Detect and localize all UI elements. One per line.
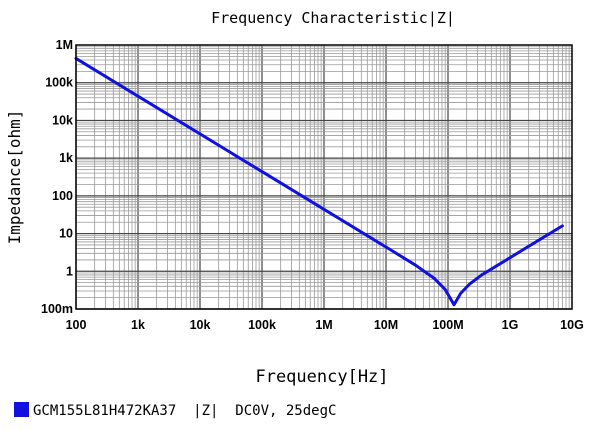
x-tick-label: 1G	[502, 318, 519, 332]
legend-swatch	[14, 402, 29, 417]
x-tick-label: 1k	[131, 318, 145, 332]
x-tick-label: 10G	[560, 318, 584, 332]
chart-title: Frequency Characteristic|Z|	[211, 9, 455, 27]
y-tick-label: 1M	[56, 38, 73, 52]
x-tick-label: 100k	[248, 318, 276, 332]
x-tick-label: 10k	[190, 318, 211, 332]
y-tick-label: 100	[52, 189, 73, 203]
y-tick-label: 10k	[52, 113, 73, 127]
x-tick-label: 100M	[432, 318, 463, 332]
y-tick-label: 100k	[45, 76, 73, 90]
x-tick-label: 100	[66, 318, 87, 332]
series-group	[74, 56, 564, 307]
grid	[75, 45, 572, 310]
x-tick-labels: 100 1k 10k 100k 1M 10M 100M 1G 10G	[66, 318, 584, 332]
series-line	[74, 56, 564, 307]
plot-frame	[75, 44, 573, 310]
y-tick-labels: 100m 1 10 100 1k 10k 100k 1M	[41, 38, 73, 316]
y-tick-label: 10	[59, 227, 73, 241]
y-tick-label: 100m	[41, 302, 73, 316]
x-tick-label: 1M	[315, 318, 332, 332]
legend-label: GCM155L81H472KA37 |Z| DC0V, 25degC	[33, 403, 336, 419]
x-tick-label: 10M	[374, 318, 398, 332]
y-tick-label: 1k	[59, 151, 73, 165]
y-tick-label: 1	[66, 264, 73, 278]
x-axis-label: Frequency[Hz]	[255, 367, 388, 387]
y-axis-label: Impedance[ohm]	[5, 110, 24, 245]
